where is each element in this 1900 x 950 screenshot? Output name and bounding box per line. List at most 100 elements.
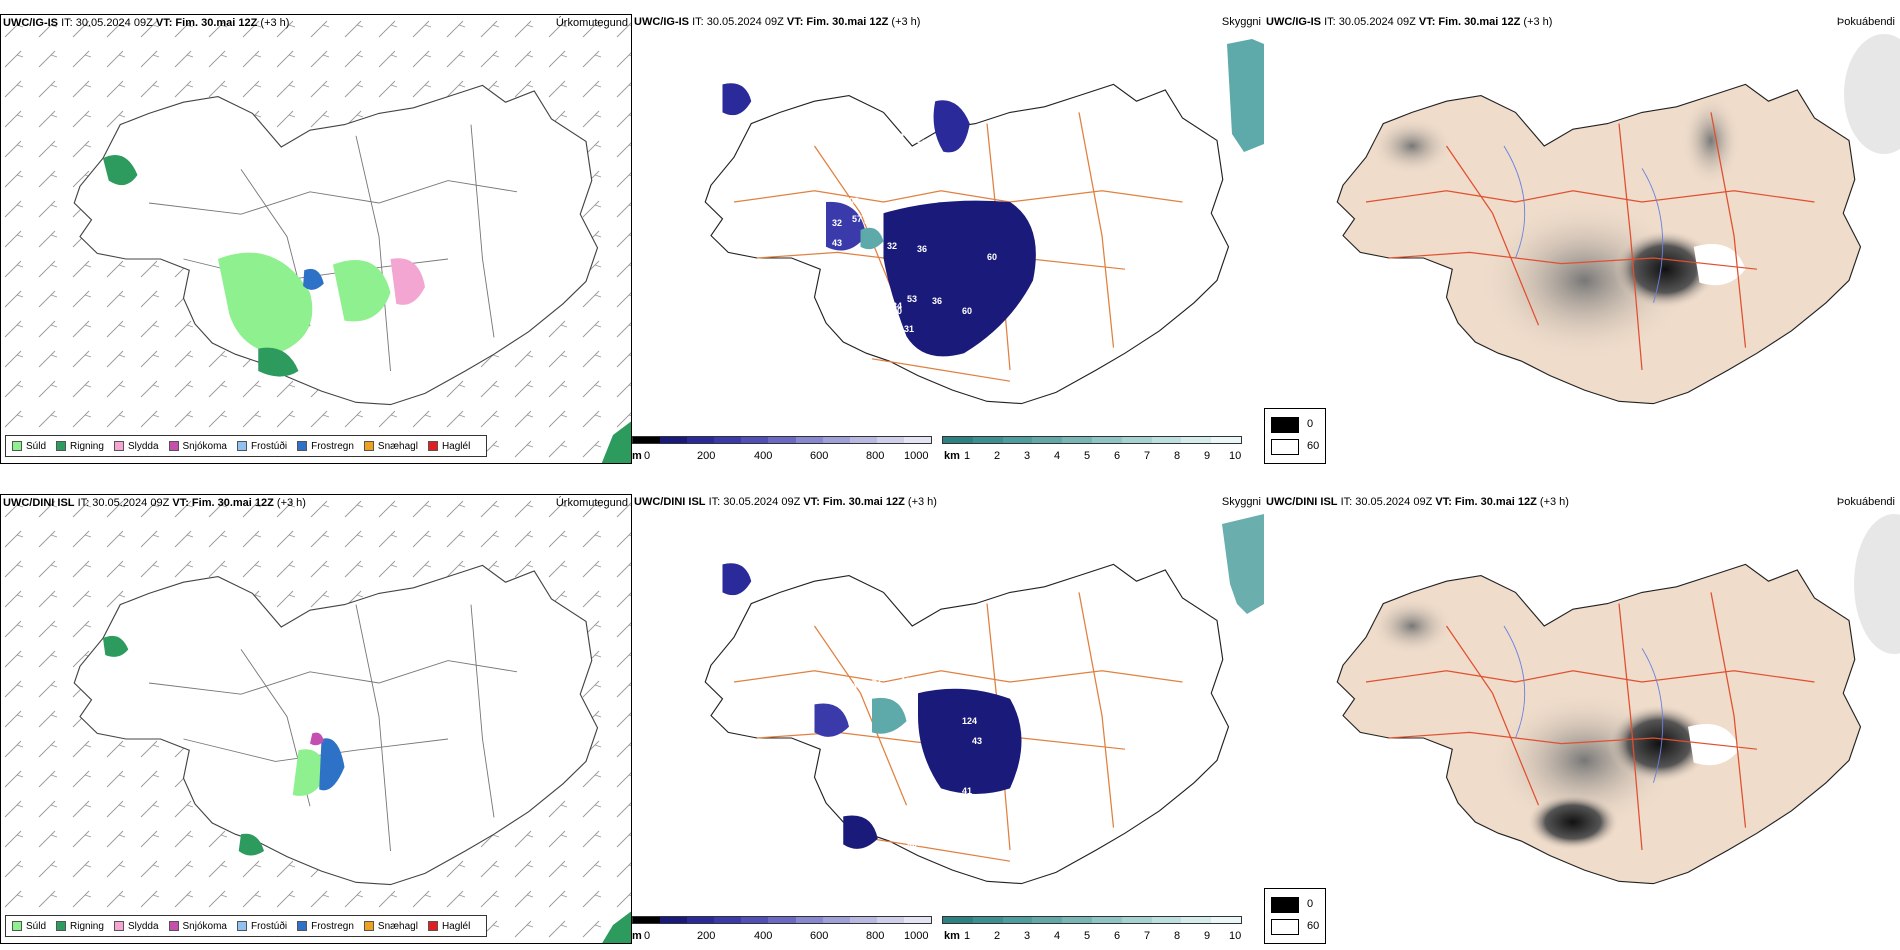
ceiling-label: 34 [892, 301, 902, 311]
legend-item: Snjókoma [168, 921, 227, 932]
legend-swatch [12, 441, 22, 451]
ceiling-label: 53 [907, 294, 917, 304]
ceiling-label: 36 [917, 244, 927, 254]
ceiling-label: 41 [900, 676, 910, 686]
ceiling-unit: m [632, 930, 642, 942]
ceiling-label: 52 [894, 132, 904, 142]
visibility-tick: 5 [1084, 450, 1091, 462]
fog-key-swatch [1271, 439, 1299, 455]
panel-title: UWC/DINI ISL IT: 30.05.2024 09Z VT: Fim.… [1266, 496, 1569, 508]
legend-item: Slydda [113, 921, 159, 932]
panel-title: UWC/IG-IS IT: 30.05.2024 09Z VT: Fim. 30… [3, 17, 290, 29]
fog-map [1336, 514, 1900, 885]
field-name: Skyggni [1221, 16, 1261, 28]
ceiling-colorstrip [632, 436, 932, 444]
ceiling-label: 43 [832, 238, 842, 248]
ceiling-label: 57 [864, 216, 874, 226]
ceiling-visibility-panel-dini: UWC/DINI ISL IT: 30.05.2024 09Z VT: Fim.… [632, 494, 1264, 944]
visibility-tick: 1 [964, 450, 971, 462]
ceiling-label: 66 [877, 814, 887, 824]
precip-legend: Súld Rigning Slydda Snjókoma Frostúði Fr… [5, 915, 488, 937]
legend-swatch [363, 441, 374, 451]
ceiling-label: 31 [904, 324, 914, 334]
visibility-tick: 4 [1054, 450, 1061, 462]
ceiling-visibility-map: 32 36 50 53 36 60 53 70 76 53 50 56 52 59 52 60 10… [697, 39, 1264, 405]
legend-item: Frostregn [297, 921, 354, 932]
field-name: Þokuábendi [1836, 16, 1895, 28]
fog-key-swatch [1271, 897, 1299, 913]
ceiling-tick: 800 [866, 450, 885, 462]
precip-legend: Súld Rigning Slydda Snjókoma Frostúði Fr… [5, 435, 488, 457]
ceiling-visibility-panel-igis: UWC/IG-IS IT: 30.05.2024 09Z VT: Fim. 30… [632, 14, 1264, 464]
ceiling-colorstrip [632, 916, 932, 924]
ceiling-label: 50 [774, 114, 784, 124]
visibility-tick: 10 [1229, 930, 1242, 942]
visibility-tick: 8 [1174, 930, 1181, 942]
visibility-tick: 1 [964, 930, 971, 942]
ceiling-label: 53 [702, 61, 712, 71]
ceiling-label: 66 [706, 544, 716, 554]
ceiling-tick: 0 [644, 450, 651, 462]
legend-item: Snæhagl [363, 921, 418, 932]
visibility-colorstrip [942, 916, 1242, 924]
legend-item: Haglél [427, 441, 470, 452]
visibility-tick: 8 [1174, 450, 1181, 462]
ceiling-label: 37 [882, 844, 892, 854]
legend-item: Frostúði [236, 441, 287, 452]
fog-indicator-panel-dini: UWC/DINI ISL IT: 30.05.2024 09Z VT: Fim.… [1264, 494, 1900, 944]
visibility-tick: 9 [1204, 930, 1211, 942]
ceiling-label: 212 [917, 786, 932, 796]
ceiling-label: 38 [907, 842, 917, 852]
precip-type-panel-dini: UWC/DINI ISL IT: 30.05.2024 09Z VT: Fim.… [0, 494, 632, 944]
visibility-tick: 10 [1229, 450, 1242, 462]
legend-item: Frostúði [236, 921, 287, 932]
legend-swatch [363, 921, 374, 931]
panel-title: UWC/DINI ISL IT: 30.05.2024 09Z VT: Fim.… [634, 496, 937, 508]
legend-swatch [56, 921, 67, 931]
ceiling-label: 60 [932, 192, 942, 202]
field-name: Þokuábendi [1836, 496, 1895, 508]
field-name: Úrkomutegund [555, 497, 628, 509]
ceiling-label: 57 [852, 214, 862, 224]
visibility-colorstrip [942, 436, 1242, 444]
precip-map [1, 495, 631, 943]
legend-item: Frostregn [297, 441, 354, 452]
legend-swatch [168, 921, 179, 931]
legend-item: Snæhagl [363, 441, 418, 452]
ceiling-label: 54 [917, 838, 927, 848]
visibility-tick: 2 [994, 930, 1001, 942]
legend-item: Haglél [427, 921, 470, 932]
legend-swatch [56, 441, 67, 451]
field-name: Skyggni [1221, 496, 1261, 508]
legend-item: Rigning [56, 441, 104, 452]
ceiling-tick: 200 [697, 450, 716, 462]
ceiling-label: 66 [740, 544, 750, 554]
ceiling-label: 102 [844, 196, 859, 206]
ceiling-tick: 600 [810, 450, 829, 462]
ceiling-label: 35 [877, 828, 887, 838]
field-name: Úrkomutegund [555, 17, 628, 29]
ceiling-label: 52 [894, 164, 904, 174]
legend-swatch [427, 921, 438, 931]
ceiling-label: 50 [892, 306, 902, 316]
legend-item: Súld [12, 921, 46, 932]
ceiling-label: 32 [832, 218, 842, 228]
ceiling-tick: 1000 [904, 930, 929, 942]
legend-item: Slydda [113, 441, 159, 452]
ceiling-label: 124 [962, 716, 977, 726]
ceiling-label: 62 [872, 676, 882, 686]
fog-key-label: 60 [1307, 920, 1320, 932]
ceiling-label: 56 [894, 116, 904, 126]
fog-key-label: 0 [1307, 898, 1314, 910]
fog-key: 0 60 [1264, 888, 1326, 944]
ceiling-label: 41 [810, 234, 820, 244]
visibility-tick: 7 [1144, 450, 1151, 462]
ceiling-unit: m [632, 450, 642, 462]
legend-swatch [236, 441, 247, 451]
ceiling-label: 33 [882, 329, 892, 339]
legend-swatch [113, 921, 124, 931]
ceiling-label: 60 [962, 306, 972, 316]
ceiling-tick: 600 [810, 930, 829, 942]
ceiling-tick: 0 [644, 930, 651, 942]
visibility-tick: 3 [1024, 450, 1031, 462]
